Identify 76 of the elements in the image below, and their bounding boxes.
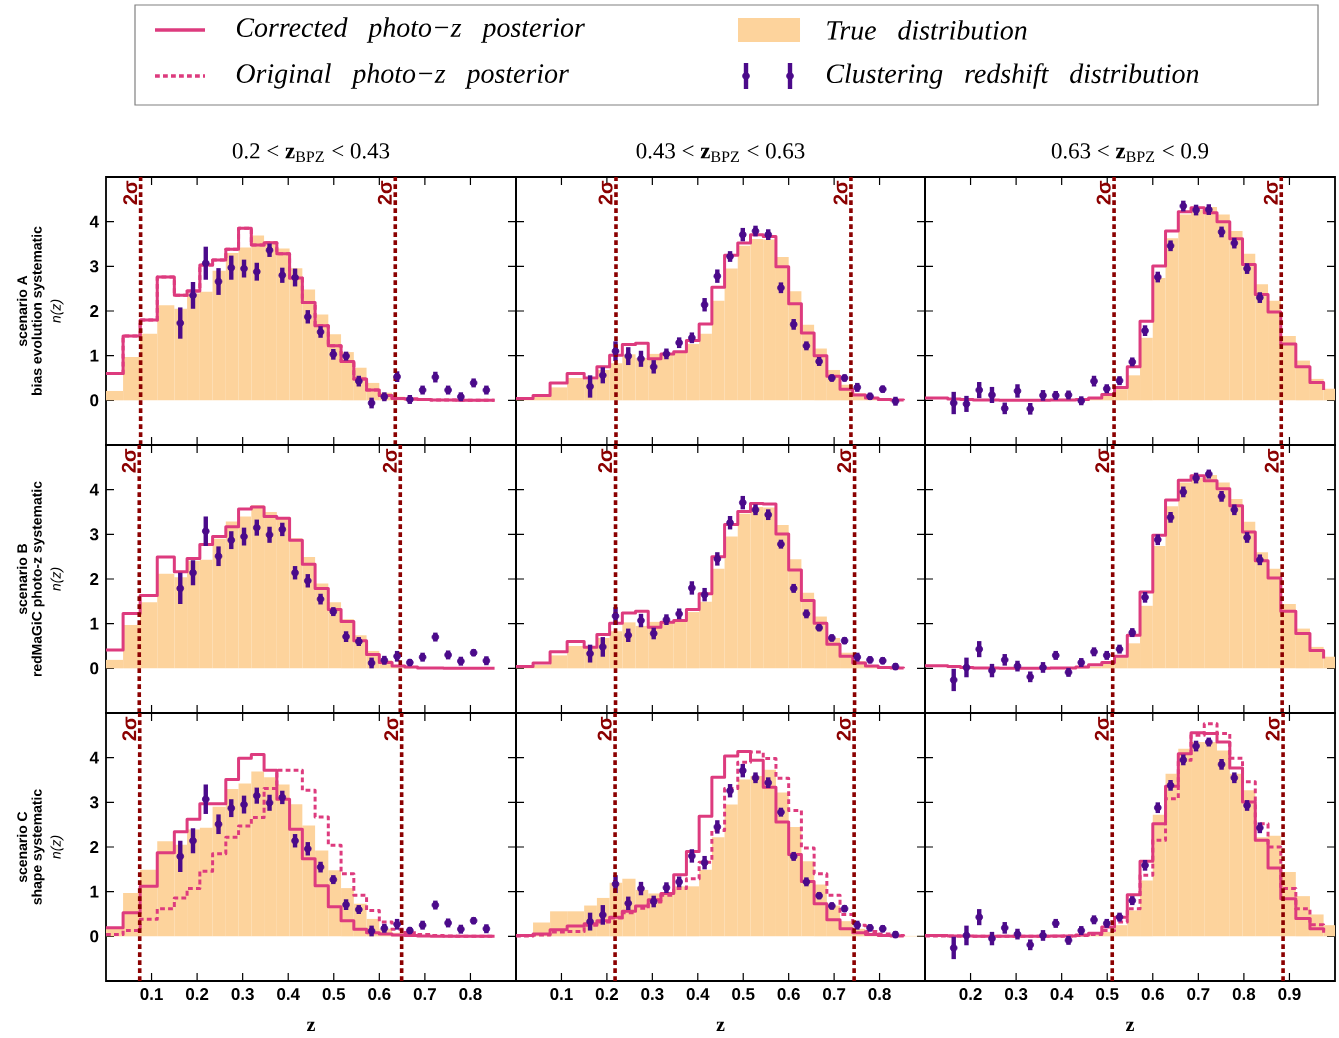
y-tick-label: 3 bbox=[89, 260, 99, 273]
x-tick-label: 0.3 bbox=[641, 988, 664, 1001]
ref-line-label: 2σ bbox=[1264, 448, 1279, 473]
legend-label: True distribution bbox=[827, 20, 1027, 40]
y-tick-label: 4 bbox=[89, 751, 99, 764]
ref-line-label: 2σ bbox=[121, 448, 136, 473]
ref-line-label: 2σ bbox=[123, 180, 138, 205]
x-tick-label: 0.2 bbox=[185, 988, 209, 1001]
x-axis-title: z bbox=[306, 1021, 315, 1031]
x-tick-label: 0.5 bbox=[1096, 988, 1119, 1001]
x-tick-label: 0.2 bbox=[595, 988, 618, 1001]
legend-label: Original photo−z posterior bbox=[236, 63, 569, 89]
ref-line-label: 2σ bbox=[836, 716, 851, 741]
x-tick-label: 0.7 bbox=[1187, 988, 1210, 1001]
y-tick-label: 1 bbox=[90, 617, 99, 630]
y-tick-label: 1 bbox=[90, 885, 99, 898]
ref-line-label: 2σ bbox=[833, 180, 848, 205]
text: scenario A bbox=[16, 275, 28, 347]
ref-line-label: 2σ bbox=[1094, 716, 1109, 741]
text: bias evolution systematic bbox=[31, 226, 45, 395]
x-tick-label: 0.6 bbox=[777, 988, 800, 1001]
x-tick-label: 0.3 bbox=[1005, 988, 1028, 1001]
ref-line-label: 2σ bbox=[598, 448, 613, 473]
ref-line-label: 2σ bbox=[837, 448, 852, 473]
ref-line-label: 2σ bbox=[1265, 716, 1280, 741]
y-axis-title: n(z) bbox=[50, 835, 64, 859]
ref-line-label: 2σ bbox=[384, 716, 399, 741]
x-tick-label: 0.1 bbox=[550, 988, 573, 1001]
x-axis-title: z bbox=[716, 1021, 725, 1031]
y-axis-title: n(z) bbox=[50, 299, 64, 323]
x-tick-label: 0.4 bbox=[277, 988, 300, 1001]
y-tick-label: 0 bbox=[90, 662, 99, 675]
x-tick-label: 0.2 bbox=[959, 988, 982, 1001]
ref-line-label: 2σ bbox=[598, 180, 613, 205]
x-tick-label: 0.8 bbox=[1232, 988, 1256, 1001]
y-tick-label: 3 bbox=[89, 796, 99, 809]
chart-title: 0.43 < z$_{BPZ}$ < 0.63 bbox=[636, 143, 805, 163]
ref-line-label: 2σ bbox=[1263, 180, 1278, 205]
x-tick-label: 0.1 bbox=[140, 988, 163, 1001]
x-tick-label: 0.8 bbox=[868, 988, 891, 1001]
ref-line-label: 2σ bbox=[1095, 448, 1110, 473]
ref-line-label: 2σ bbox=[382, 448, 397, 473]
x-tick-label: 0.4 bbox=[1050, 988, 1074, 1001]
text: redMaGiC photo-z systematic bbox=[31, 481, 45, 677]
y-tick-label: 1 bbox=[90, 349, 99, 362]
x-tick-label: 0.7 bbox=[413, 988, 436, 1001]
y-tick-label: 2 bbox=[90, 841, 99, 853]
x-tick-label: 0.8 bbox=[459, 988, 482, 1001]
text: scenario B bbox=[16, 544, 28, 615]
x-axis-title: z bbox=[1125, 1021, 1134, 1031]
x-tick-label: 0.6 bbox=[368, 988, 391, 1001]
x-tick-label: 0.5 bbox=[322, 988, 346, 1001]
y-tick-label: 4 bbox=[89, 215, 99, 228]
y-tick-label: 2 bbox=[90, 305, 99, 317]
legend-label: Clustering redshift distribution bbox=[826, 63, 1199, 89]
legend-label: Corrected photo−z posterior bbox=[236, 17, 585, 43]
x-tick-label: 0.5 bbox=[732, 988, 755, 1001]
ref-line-label: 2σ bbox=[377, 180, 392, 205]
chart-title: 0.63 < z$_{BPZ}$ < 0.9 bbox=[1051, 143, 1209, 163]
text: shape systematic bbox=[31, 789, 45, 905]
y-tick-label: 4 bbox=[89, 483, 99, 496]
x-tick-label: 0.4 bbox=[686, 988, 710, 1001]
y-axis-title: n(z) bbox=[50, 567, 64, 591]
ref-line-label: 2σ bbox=[597, 716, 612, 741]
x-tick-label: 0.6 bbox=[1141, 988, 1164, 1001]
text: scenario C bbox=[16, 811, 28, 883]
x-tick-label: 0.3 bbox=[231, 988, 254, 1001]
y-tick-label: 3 bbox=[89, 528, 99, 541]
y-tick-label: 2 bbox=[90, 573, 99, 585]
ref-line-label: 2σ bbox=[1096, 180, 1111, 205]
y-tick-label: 0 bbox=[90, 930, 99, 943]
y-tick-label: 0 bbox=[90, 394, 99, 407]
x-tick-label: 0.7 bbox=[823, 988, 846, 1001]
chart-title: 0.2 < z$_{BPZ}$ < 0.43 bbox=[232, 143, 390, 163]
ref-line-label: 2σ bbox=[122, 716, 137, 741]
x-tick-label: 0.9 bbox=[1278, 988, 1301, 1001]
